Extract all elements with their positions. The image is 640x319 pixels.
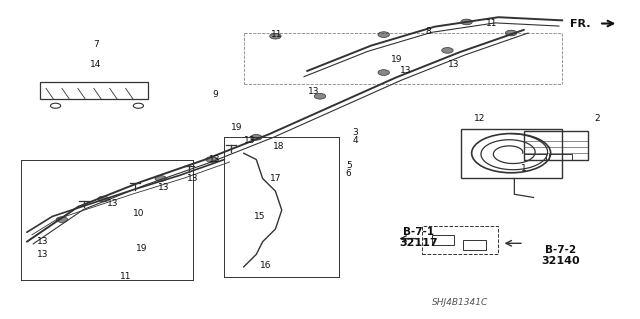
Text: 12: 12 — [474, 114, 485, 123]
Text: 16: 16 — [260, 261, 271, 270]
Text: 11: 11 — [120, 272, 131, 281]
Text: 32140: 32140 — [541, 256, 580, 266]
Text: 18: 18 — [273, 142, 284, 151]
Circle shape — [378, 70, 390, 75]
Text: 13: 13 — [308, 87, 319, 96]
Text: B-7-1: B-7-1 — [403, 227, 434, 237]
Text: 2: 2 — [595, 114, 600, 123]
Text: 5: 5 — [346, 161, 351, 170]
Text: 4: 4 — [352, 136, 358, 145]
Text: 17: 17 — [269, 174, 281, 183]
Bar — [40, 82, 148, 100]
Text: 19: 19 — [390, 56, 402, 64]
Bar — [461, 130, 562, 178]
Text: 11: 11 — [271, 30, 282, 39]
Text: 13: 13 — [244, 136, 255, 145]
Text: 14: 14 — [90, 60, 101, 69]
Text: 7: 7 — [93, 40, 99, 48]
Text: 13: 13 — [209, 155, 221, 164]
Bar — [549, 154, 572, 160]
Circle shape — [269, 33, 281, 39]
Text: FR.: FR. — [570, 19, 591, 28]
Text: 13: 13 — [37, 250, 49, 259]
Text: 32117: 32117 — [399, 238, 438, 248]
Bar — [524, 131, 588, 160]
Text: 3: 3 — [352, 128, 358, 137]
Bar — [463, 240, 486, 250]
Text: SHJ4B1341C: SHJ4B1341C — [432, 299, 488, 308]
Text: 9: 9 — [212, 90, 218, 99]
Circle shape — [378, 32, 390, 37]
Bar — [422, 226, 499, 254]
Circle shape — [442, 48, 453, 53]
Text: 19: 19 — [136, 243, 147, 253]
Text: 10: 10 — [132, 209, 144, 218]
Text: 13: 13 — [448, 60, 460, 69]
Circle shape — [98, 196, 109, 202]
Circle shape — [56, 217, 68, 222]
Circle shape — [506, 30, 517, 36]
Text: 15: 15 — [253, 212, 265, 221]
Text: 19: 19 — [232, 123, 243, 132]
Text: 13: 13 — [400, 66, 412, 76]
Circle shape — [461, 19, 472, 25]
Bar — [431, 235, 454, 245]
Circle shape — [314, 93, 326, 99]
Circle shape — [206, 157, 218, 162]
Text: 13: 13 — [37, 237, 49, 246]
Text: 8: 8 — [426, 27, 431, 36]
Bar — [524, 154, 546, 160]
Text: B-7-2: B-7-2 — [545, 245, 577, 255]
Circle shape — [155, 176, 166, 181]
Text: 11: 11 — [486, 19, 498, 28]
Text: 13: 13 — [158, 183, 170, 192]
Text: 1: 1 — [521, 165, 527, 174]
Text: 13: 13 — [187, 174, 198, 183]
Circle shape — [250, 135, 262, 140]
Text: 13: 13 — [107, 199, 118, 208]
Text: 6: 6 — [346, 169, 351, 178]
